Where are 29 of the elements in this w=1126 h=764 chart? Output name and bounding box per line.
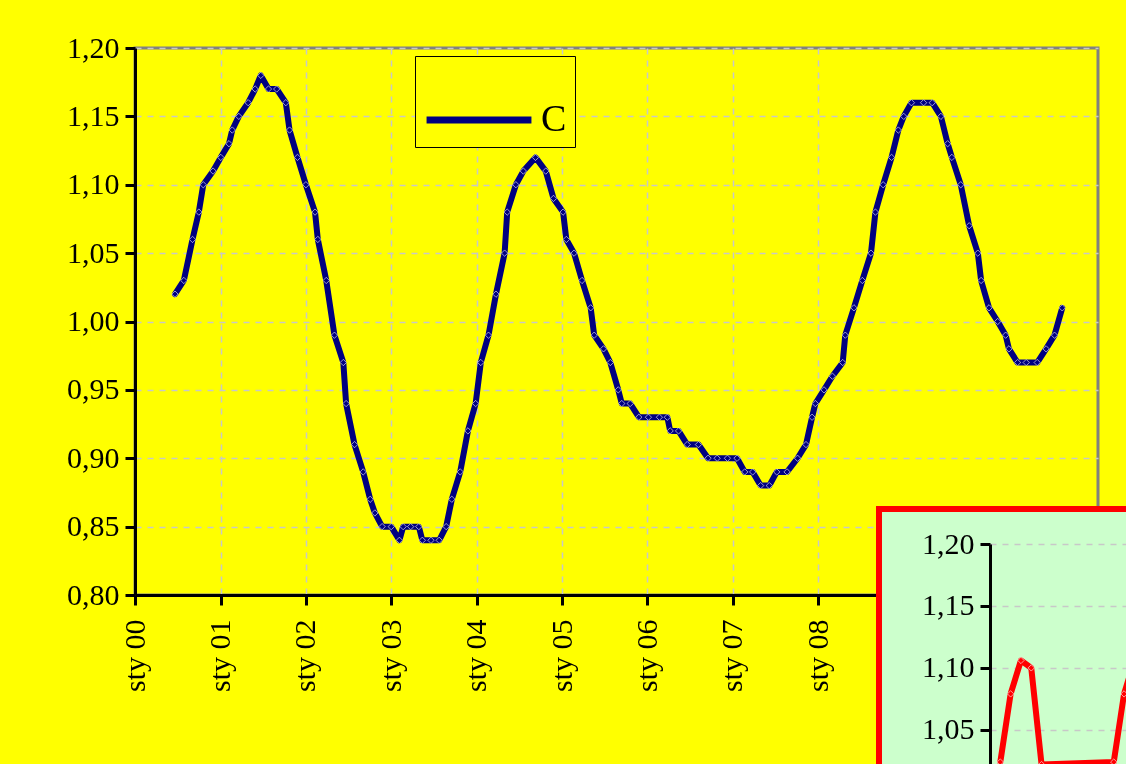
- y-tick-label: 0,80: [67, 577, 120, 611]
- y-tick-label: 1,05: [67, 235, 120, 269]
- point: [996, 758, 1004, 764]
- point: [1027, 664, 1035, 672]
- x-tick-label: sty 05: [544, 619, 578, 693]
- y-tick-label: 0,95: [67, 372, 120, 406]
- x-tick-label: sty 04: [459, 619, 493, 693]
- y-tick-label: 1,20: [922, 526, 975, 560]
- point: [1110, 758, 1118, 764]
- y-tick-label: 1,00: [67, 304, 120, 337]
- y-tick-label: 1,10: [67, 167, 120, 201]
- point: [1120, 690, 1126, 698]
- y-tick-label: 0,85: [67, 509, 120, 543]
- x-tick-label: sty 07: [715, 619, 749, 693]
- point: [1017, 656, 1025, 664]
- x-tick-label: sty 02: [288, 619, 322, 693]
- legend-label: C: [541, 97, 567, 139]
- y-tick-label: 0,90: [67, 440, 120, 474]
- y-tick-label: 1,15: [67, 98, 120, 132]
- x-tick-label: sty 00: [117, 619, 151, 693]
- y-tick-label: 1,20: [67, 30, 120, 64]
- point: [1007, 690, 1015, 698]
- y-tick-label: 1,10: [922, 650, 975, 684]
- x-tick-label: sty 08: [800, 619, 834, 693]
- x-tick-label: sty 06: [629, 619, 663, 693]
- y-tick-label: 1,05: [922, 712, 975, 746]
- x-tick-label: sty 01: [203, 619, 237, 693]
- x-tick-label: sty 03: [373, 619, 407, 693]
- y-tick-label: 1,15: [922, 588, 975, 622]
